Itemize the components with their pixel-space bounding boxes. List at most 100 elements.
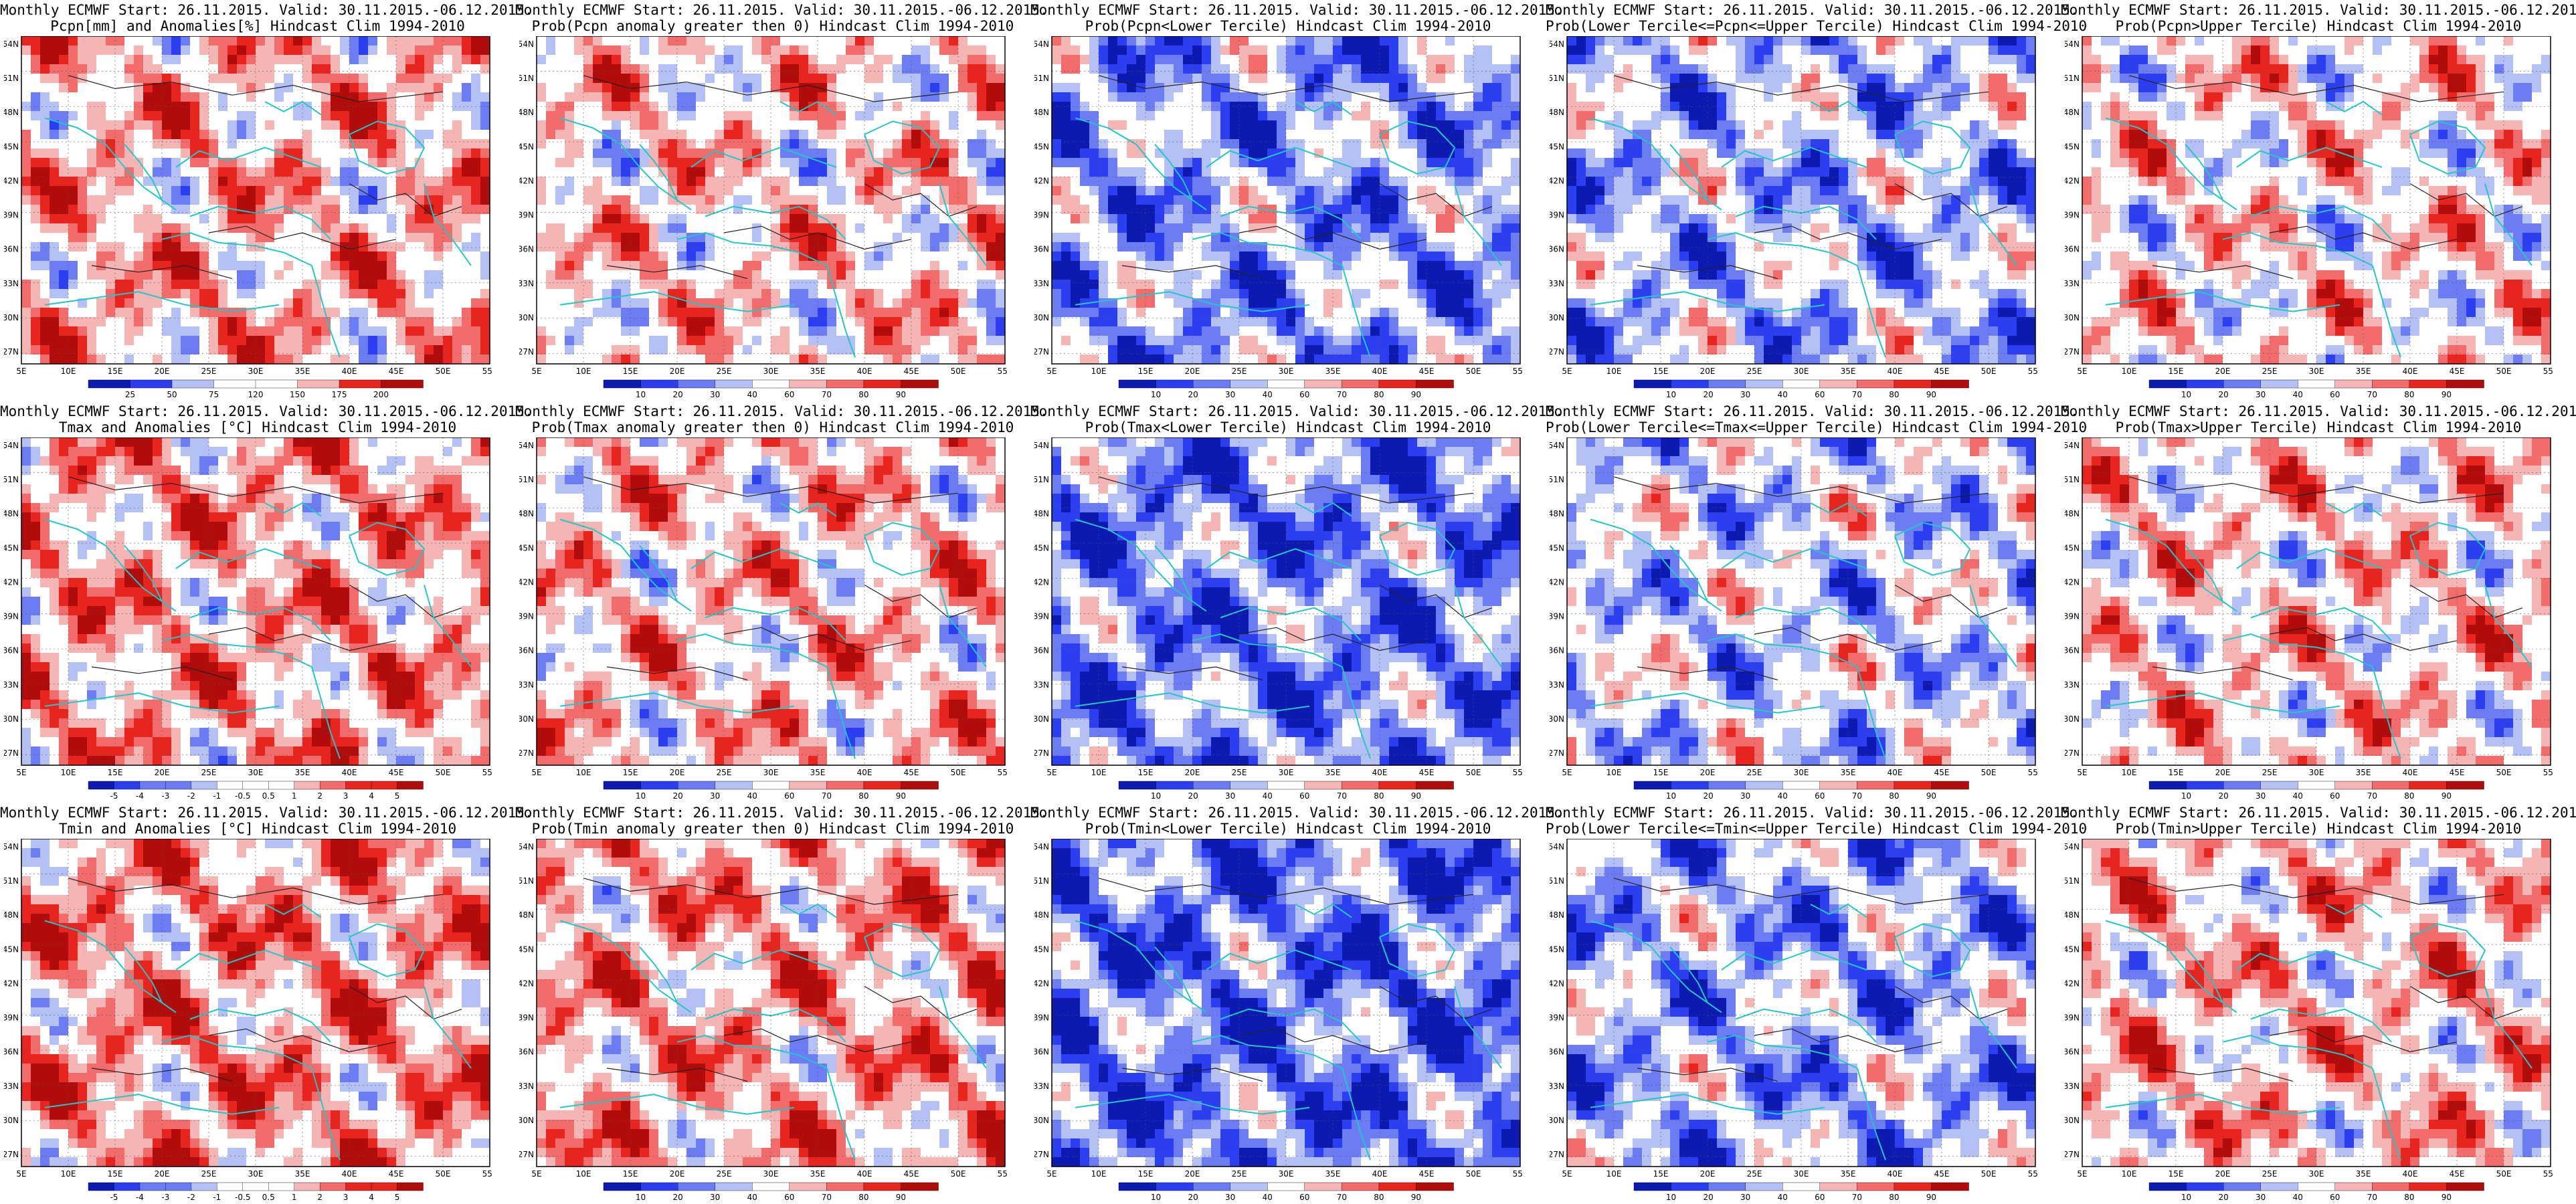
shade-cell bbox=[443, 223, 453, 233]
shade-cell bbox=[1333, 167, 1343, 177]
shade-cell bbox=[958, 186, 968, 196]
shade-cell bbox=[50, 280, 60, 290]
shade-cell bbox=[1445, 186, 1455, 196]
shade-cell bbox=[1061, 55, 1071, 65]
shade-cell bbox=[846, 317, 856, 327]
shade-cell bbox=[968, 355, 978, 365]
shade-cell bbox=[818, 130, 828, 140]
shade-cell bbox=[1089, 139, 1099, 149]
shade-cell bbox=[1333, 186, 1343, 196]
shade-cell bbox=[921, 74, 931, 84]
shade-cell bbox=[968, 111, 978, 121]
shade-cell bbox=[874, 139, 884, 149]
shade-cell bbox=[1099, 214, 1109, 224]
shade-cell bbox=[546, 102, 556, 112]
shade-cell bbox=[1230, 261, 1240, 271]
shade-cell bbox=[124, 120, 134, 130]
shade-cell bbox=[368, 130, 378, 140]
shade-cell bbox=[1464, 195, 1474, 205]
shade-cell bbox=[1389, 270, 1399, 280]
shade-cell bbox=[958, 270, 968, 280]
shade-cell bbox=[1174, 280, 1184, 290]
colorbar-label: 75 bbox=[209, 390, 219, 399]
shade-cell bbox=[106, 252, 116, 262]
shade-cell bbox=[50, 355, 60, 365]
shade-cell bbox=[696, 317, 706, 327]
shade-cell bbox=[1417, 223, 1427, 233]
shade-cell bbox=[452, 36, 462, 46]
shade-cell bbox=[911, 111, 921, 121]
shade-cell bbox=[181, 326, 191, 336]
shade-cell bbox=[274, 186, 284, 196]
shade-cell bbox=[1202, 55, 1212, 65]
shade-cell bbox=[359, 92, 369, 102]
shade-cell bbox=[939, 45, 949, 56]
shade-cell bbox=[1267, 148, 1277, 159]
shade-cell bbox=[106, 45, 116, 56]
shade-cell bbox=[377, 261, 387, 271]
shade-cell bbox=[593, 205, 603, 215]
shade-cell bbox=[1061, 177, 1071, 187]
shade-cell bbox=[480, 317, 490, 327]
shade-cell bbox=[134, 252, 144, 262]
shade-cell bbox=[1136, 223, 1146, 233]
shade-cell bbox=[59, 64, 69, 74]
shade-cell bbox=[612, 308, 622, 318]
shade-cell bbox=[1127, 223, 1137, 233]
shade-cell bbox=[1174, 45, 1184, 56]
shade-cell bbox=[349, 36, 359, 46]
shade-cell bbox=[387, 148, 397, 159]
shade-cell bbox=[818, 252, 828, 262]
coastline bbox=[44, 291, 280, 312]
shade-cell bbox=[31, 36, 41, 46]
shade-cell bbox=[743, 326, 753, 336]
shade-cell bbox=[1483, 270, 1493, 280]
shade-cell bbox=[696, 130, 706, 140]
shade-cell bbox=[939, 92, 949, 102]
shade-cell bbox=[1305, 195, 1315, 205]
shade-cell bbox=[986, 345, 996, 355]
shade-cell bbox=[284, 214, 294, 224]
shade-cell bbox=[78, 298, 88, 308]
shade-cell bbox=[986, 111, 996, 121]
shade-cell bbox=[939, 55, 949, 65]
shade-cell bbox=[443, 92, 453, 102]
shade-cell bbox=[349, 205, 359, 215]
shade-cell bbox=[911, 252, 921, 262]
shade-cell bbox=[761, 317, 771, 327]
shade-cell bbox=[1211, 242, 1221, 252]
shade-cell bbox=[921, 130, 931, 140]
shade-cell bbox=[1314, 139, 1324, 149]
shade-cell bbox=[827, 298, 837, 308]
shade-cell bbox=[846, 270, 856, 280]
shade-cell bbox=[1492, 233, 1502, 243]
shade-cell bbox=[368, 223, 378, 233]
shade-cell bbox=[902, 111, 912, 121]
shade-cell bbox=[968, 74, 978, 84]
shade-cell bbox=[733, 45, 743, 56]
shade-cell bbox=[50, 148, 60, 159]
shade-cell bbox=[471, 270, 481, 280]
shade-cell bbox=[612, 270, 622, 280]
shade-cell bbox=[1239, 130, 1249, 140]
shade-cell bbox=[1211, 139, 1221, 149]
shade-cell bbox=[771, 36, 781, 46]
shade-cell bbox=[1061, 74, 1071, 84]
shade-cell bbox=[171, 83, 181, 93]
shade-cell bbox=[349, 102, 359, 112]
shade-cell bbox=[218, 289, 228, 299]
shade-cell bbox=[677, 345, 687, 355]
shade-cell bbox=[1380, 195, 1390, 205]
shade-cell bbox=[40, 74, 50, 84]
shade-cell bbox=[1333, 111, 1343, 121]
shade-cell bbox=[40, 177, 50, 187]
shade-cell bbox=[1417, 148, 1427, 159]
shade-cell bbox=[1464, 120, 1474, 130]
shade-cell bbox=[1220, 195, 1230, 205]
shade-cell bbox=[874, 92, 884, 102]
shade-cell bbox=[1099, 45, 1109, 56]
shade-cell bbox=[1267, 64, 1277, 74]
shade-cell bbox=[612, 345, 622, 355]
shade-cell bbox=[424, 270, 434, 280]
